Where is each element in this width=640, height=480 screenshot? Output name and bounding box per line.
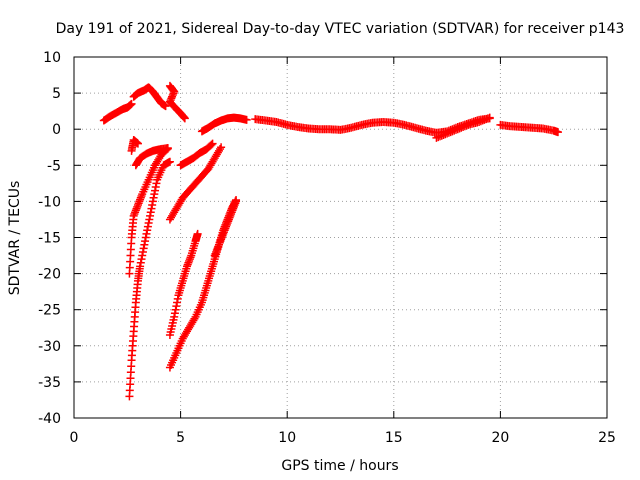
y-tick-label: 10 [43, 50, 61, 66]
data-point [485, 113, 494, 122]
data-point [553, 128, 562, 137]
y-axis-label: SDTVAR / TECUs [7, 181, 23, 296]
data-point [133, 139, 142, 148]
y-axis: 10 5 0 -5 -10 -15 -20 -25 -30 -35 -40 [38, 50, 607, 427]
y-tick-label: -5 [47, 158, 61, 174]
y-tick-label: -10 [38, 194, 61, 210]
y-tick-label: 0 [52, 122, 61, 138]
data-point [193, 229, 202, 238]
series-upper-arc-2 [165, 81, 189, 123]
data-point [163, 143, 172, 152]
series-drop-3 [127, 136, 142, 155]
x-tick-label: 15 [385, 430, 403, 446]
data-point [207, 140, 216, 149]
data-point [242, 115, 251, 124]
series-mid-band-1 [165, 143, 226, 224]
series-main-band [99, 99, 136, 125]
grid-lines [74, 57, 607, 418]
series-arc-left [131, 143, 172, 170]
x-tick-label: 25 [598, 430, 616, 446]
y-tick-label: -35 [38, 375, 61, 391]
series-tail [496, 120, 562, 137]
y-tick-label: 5 [52, 86, 61, 102]
data-point [180, 114, 189, 123]
series-upper-arc [129, 83, 170, 111]
series-dip-segment [197, 113, 251, 136]
series-steep-3 [210, 197, 241, 260]
chart-title: Day 191 of 2021, Sidereal Day-to-day VTE… [56, 21, 625, 37]
series-drop-2 [125, 157, 174, 401]
data-point [127, 99, 136, 108]
y-tick-label: -30 [38, 339, 61, 355]
x-tick-label: 0 [70, 430, 79, 446]
data-point [216, 145, 225, 154]
series-mid-band-2 [176, 139, 217, 170]
series-steep-1 [165, 229, 202, 339]
y-tick-label: -40 [38, 411, 61, 427]
x-tick-label: 5 [176, 430, 185, 446]
y-tick-label: -20 [38, 267, 61, 283]
data-point [232, 197, 241, 206]
x-tick-label: 10 [278, 430, 296, 446]
x-axis-label: GPS time / hours [281, 458, 398, 474]
data-point [217, 143, 226, 152]
data-point [165, 157, 174, 166]
y-tick-label: -25 [38, 303, 61, 319]
data-point [161, 102, 170, 111]
x-tick-label: 20 [491, 430, 509, 446]
x-axis: 0 5 10 15 20 25 [70, 57, 616, 446]
data-point [190, 314, 199, 323]
y-tick-label: -15 [38, 231, 61, 247]
series-flat-band-2 [432, 113, 494, 142]
data-points [99, 81, 562, 401]
plot-frame [73, 56, 608, 419]
data-point [208, 139, 217, 148]
